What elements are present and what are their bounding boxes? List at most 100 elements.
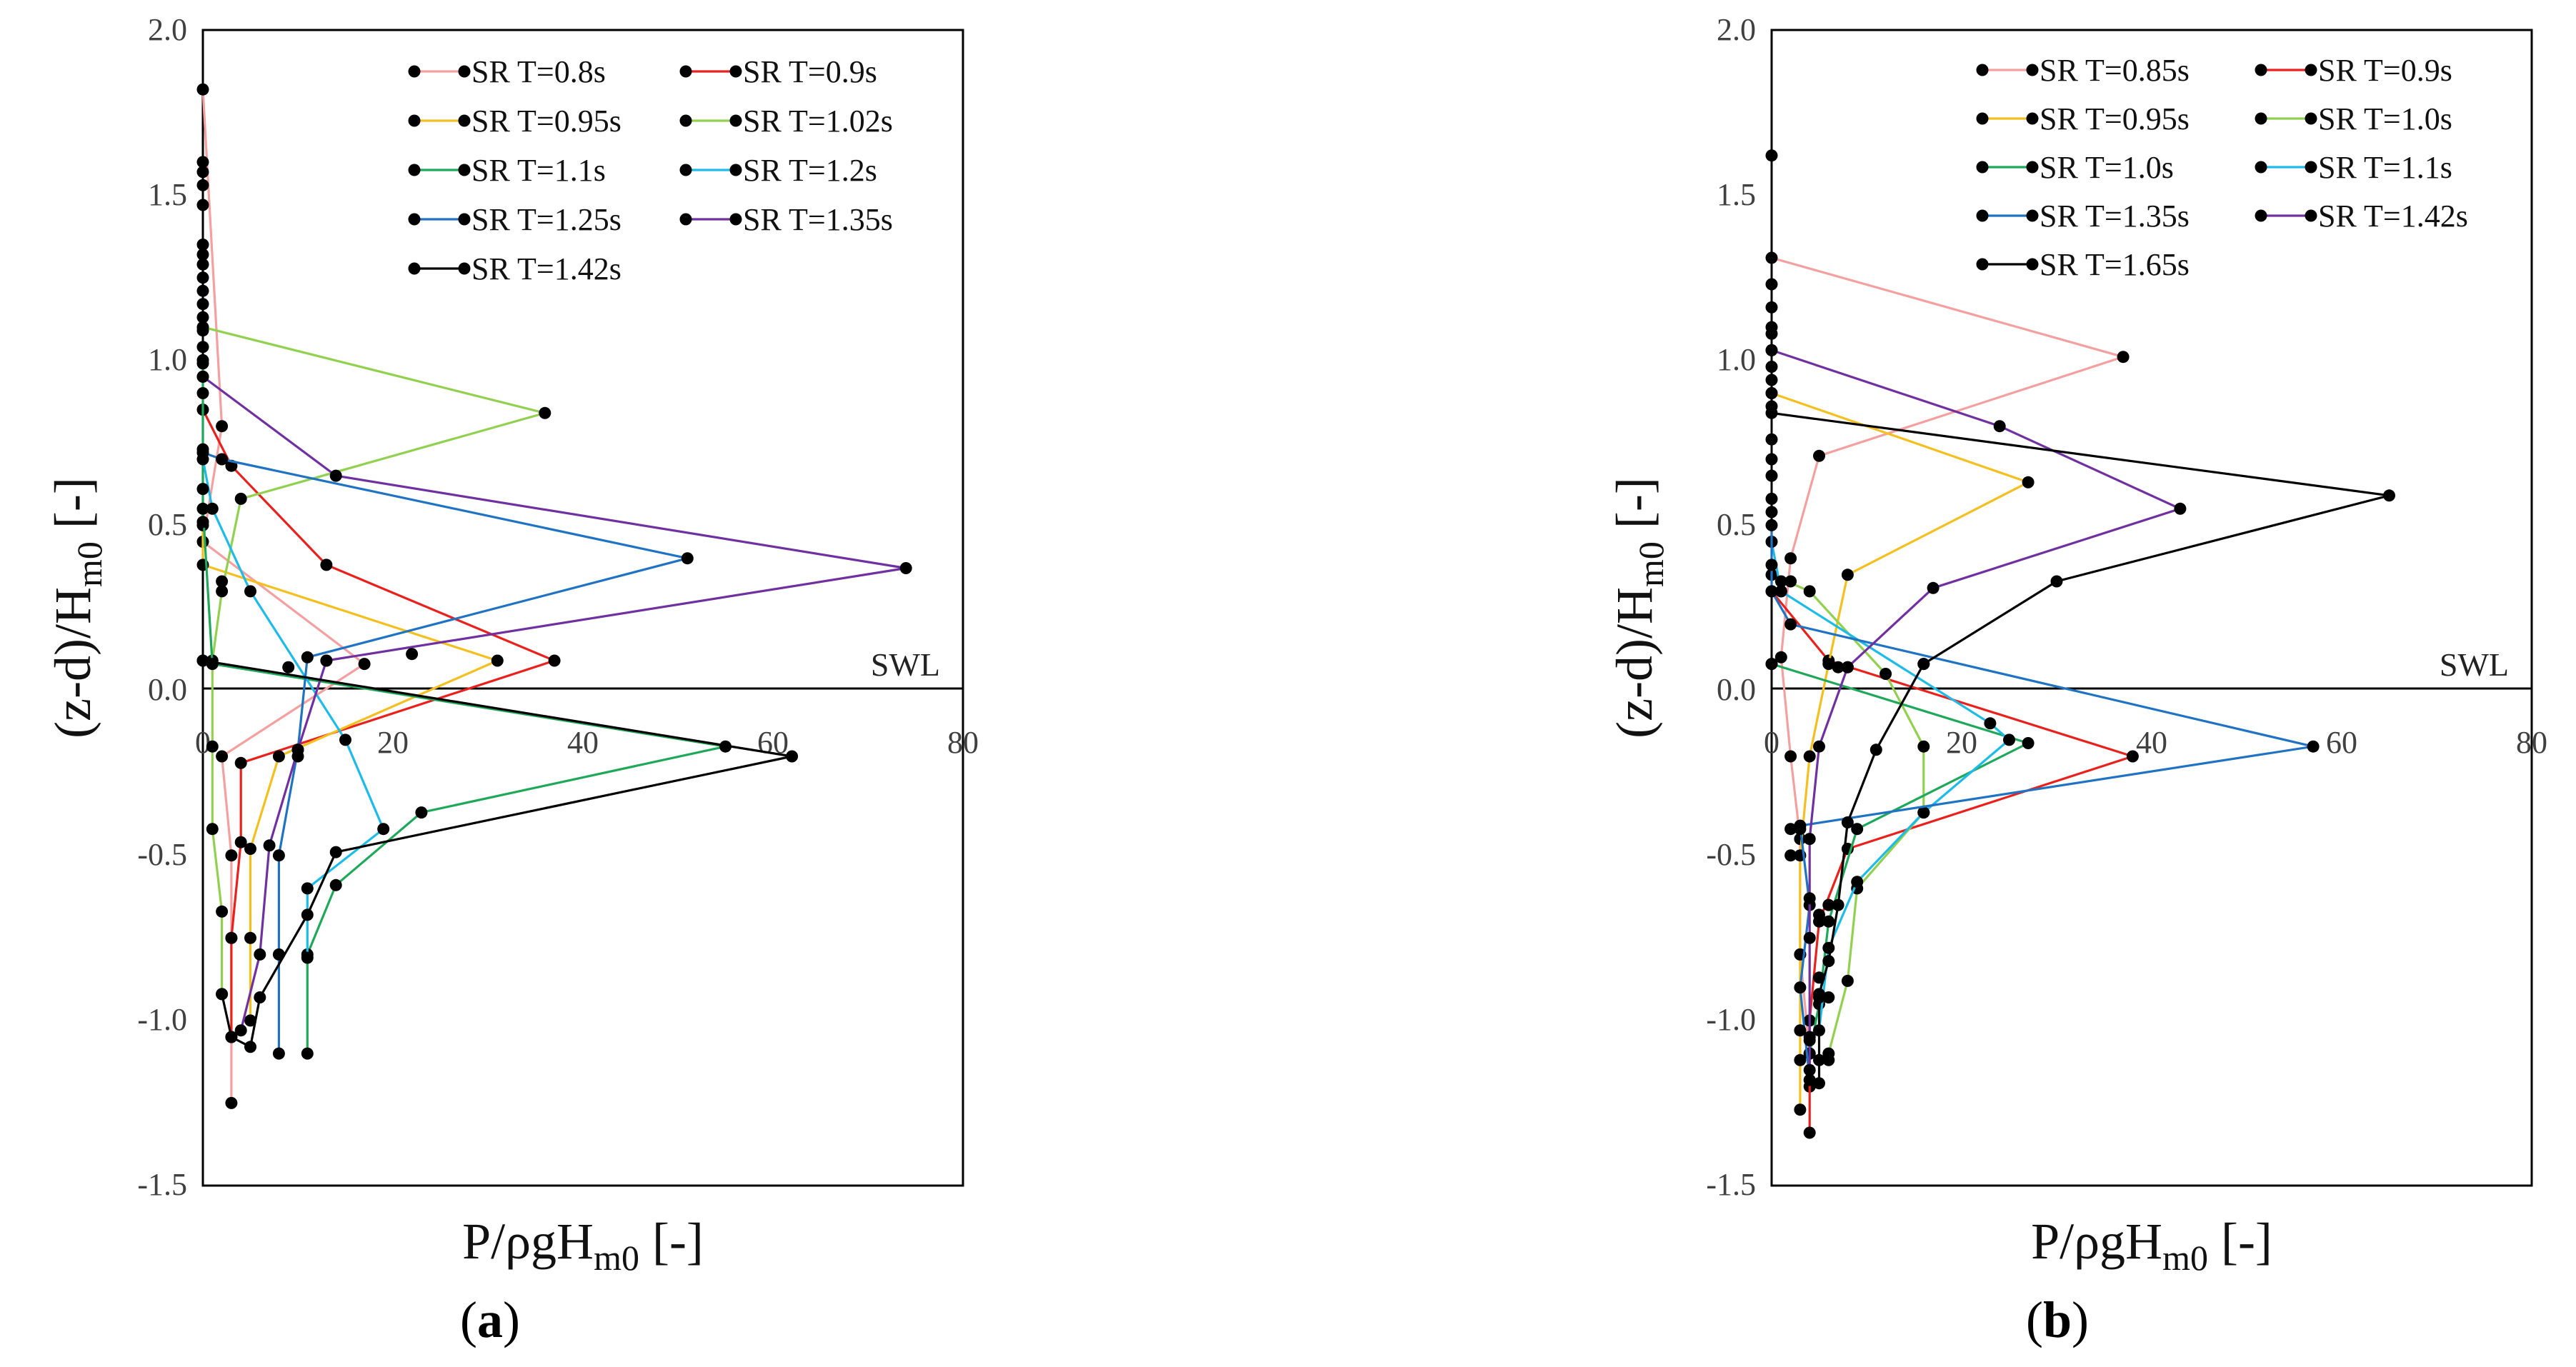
panel-a-y-ticks: 2.0 1.5 1.0 0.5 0.0 -0.5 -1.0 -1.5	[137, 12, 187, 1202]
y-tick-label: -0.5	[137, 837, 187, 872]
data-point	[272, 750, 285, 763]
data-point	[244, 1041, 256, 1053]
data-point	[2050, 575, 2063, 588]
legend-item: SR T=1.0s	[2255, 101, 2452, 136]
data-point	[1794, 981, 1807, 994]
data-point	[1794, 1024, 1807, 1037]
data-point	[216, 575, 229, 588]
y-tick-label: 2.0	[1717, 12, 1756, 47]
data-point	[1784, 552, 1797, 565]
data-point	[329, 846, 342, 858]
swl-label: SWL	[871, 646, 940, 683]
data-point	[1765, 559, 1778, 571]
legend-marker	[2026, 161, 2039, 174]
series-line	[1771, 256, 2125, 1087]
panel-b-caption: (b)	[2026, 1291, 2089, 1348]
data-point	[1984, 717, 1997, 730]
data-point	[1917, 658, 1930, 671]
data-point	[196, 370, 209, 383]
panel-b-series	[1765, 149, 2395, 1139]
data-point	[234, 756, 247, 769]
series-line	[202, 451, 689, 1054]
legend-marker	[458, 164, 471, 176]
data-point	[1841, 974, 1854, 987]
data-point	[1869, 743, 1882, 756]
data-point	[539, 406, 551, 419]
y-tick-label: -0.5	[1706, 837, 1756, 872]
legend-label: SR T=0.95s	[471, 104, 621, 139]
data-point	[196, 387, 209, 399]
legend-label: SR T=1.2s	[743, 153, 877, 188]
y-tick-label: 1.0	[1717, 342, 1756, 377]
data-point	[272, 849, 285, 862]
data-point	[1765, 585, 1778, 598]
panel-b-x-ticks: 0 20 40 60 80	[1764, 725, 2547, 760]
data-point	[1784, 618, 1797, 631]
legend-marker	[729, 213, 742, 226]
legend-item: SR T=1.65s	[1976, 247, 2190, 282]
data-point	[1803, 750, 1816, 763]
legend-label: SR T=1.25s	[471, 202, 621, 237]
data-point	[1765, 344, 1778, 356]
data-point	[358, 658, 371, 671]
x-tick-label: 0	[1764, 725, 1779, 760]
legend-label: SR T=0.8s	[471, 54, 606, 89]
data-point	[1765, 387, 1778, 399]
data-point	[301, 651, 314, 664]
data-point	[263, 839, 276, 852]
data-point	[254, 991, 266, 1003]
data-point	[329, 469, 342, 482]
legend-marker	[2255, 112, 2267, 125]
legend-item: SR T=1.1s	[408, 153, 606, 188]
legend-item: SR T=1.25s	[408, 202, 621, 237]
data-point	[196, 483, 209, 496]
panel-a-x-ticks: 0 20 40 60 80	[195, 725, 979, 760]
legend-item: SR T=1.42s	[408, 251, 621, 286]
legend-item: SR T=0.8s	[408, 54, 606, 89]
data-point	[244, 931, 256, 944]
data-point	[196, 502, 209, 515]
data-point	[1813, 908, 1825, 921]
data-point	[244, 843, 256, 855]
panel-b-legend: SR T=0.85s SR T=0.9s SR T=0.95s SR T=1.0s SR…	[1976, 53, 2468, 282]
x-tick-label: 0	[195, 725, 211, 760]
legend-item: SR T=0.85s	[1976, 53, 2190, 88]
data-point	[216, 420, 229, 433]
data-point	[282, 661, 295, 674]
x-tick-label: 80	[947, 725, 979, 760]
data-point	[548, 654, 561, 667]
legend-marker	[2255, 64, 2267, 76]
data-point	[225, 931, 238, 944]
legend-label: SR T=0.9s	[743, 54, 877, 89]
legend-marker	[458, 114, 471, 127]
legend-label: SR T=1.02s	[743, 104, 893, 139]
data-point	[1803, 833, 1816, 846]
data-point	[216, 453, 229, 466]
y-axis-title: (z-d)/Hm0 [-]	[1606, 477, 1671, 738]
legend-marker	[1976, 112, 1989, 125]
data-point	[196, 258, 209, 271]
panel-b-plot-frame	[1770, 29, 2533, 1187]
data-point	[1813, 971, 1825, 984]
legend-item: SR T=1.2s	[679, 153, 877, 188]
legend-item: SR T=0.9s	[679, 54, 877, 89]
data-point	[2307, 740, 2320, 753]
legend-item: SR T=1.0s	[1976, 150, 2174, 185]
data-point	[1822, 941, 1835, 954]
data-point	[196, 179, 209, 191]
series-line	[201, 89, 366, 1103]
y-tick-label: -1.0	[137, 1002, 187, 1037]
legend-label: SR T=0.95s	[2040, 101, 2190, 136]
legend-marker	[2255, 161, 2267, 174]
x-tick-label: 20	[1946, 725, 1977, 760]
panel-a-series	[196, 83, 912, 1109]
y-tick-label: 1.5	[148, 177, 187, 212]
data-point	[1765, 327, 1778, 340]
data-point	[196, 239, 209, 251]
legend-marker	[408, 114, 421, 127]
data-point	[254, 948, 266, 961]
y-tick-label: -1.0	[1706, 1002, 1756, 1037]
data-point	[1765, 301, 1778, 314]
data-point	[196, 443, 209, 456]
legend-item: SR T=1.42s	[2255, 199, 2468, 234]
